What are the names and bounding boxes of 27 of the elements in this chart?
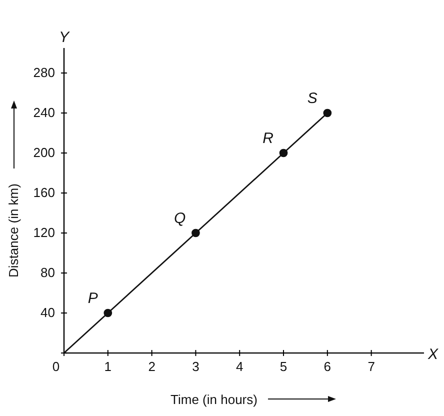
y-axis-title: Distance (in km) xyxy=(6,184,21,278)
text: X xyxy=(427,346,439,363)
x-axis-title: Time (in hours) xyxy=(170,392,258,407)
y-tick-label: 280 xyxy=(33,65,55,80)
y-tick-label: 40 xyxy=(40,305,55,320)
annotation: R xyxy=(262,130,274,147)
annotation: Q xyxy=(174,210,186,227)
x-tick-label: 5 xyxy=(280,359,288,374)
point xyxy=(279,148,288,158)
y-tick-label: 120 xyxy=(33,225,55,240)
x-tick-label: 0 xyxy=(52,359,60,374)
y-tick-label: 80 xyxy=(40,265,55,280)
x-tick-label: 2 xyxy=(148,359,156,374)
x-tick-label: 7 xyxy=(368,359,375,374)
x-tick-label: 6 xyxy=(324,359,332,374)
y-tick-label: 240 xyxy=(33,105,55,120)
annotation: P xyxy=(88,290,98,307)
x-tick-label: 4 xyxy=(236,359,244,374)
x-tick-label: 1 xyxy=(104,359,112,374)
x-tick-label: 3 xyxy=(192,359,200,374)
y-tick-label: 160 xyxy=(33,185,55,200)
y-tick-label: 200 xyxy=(33,145,55,160)
point xyxy=(323,108,332,118)
text: Y xyxy=(58,29,70,46)
point xyxy=(192,228,200,238)
point xyxy=(104,308,112,318)
annotation: S xyxy=(307,90,318,107)
